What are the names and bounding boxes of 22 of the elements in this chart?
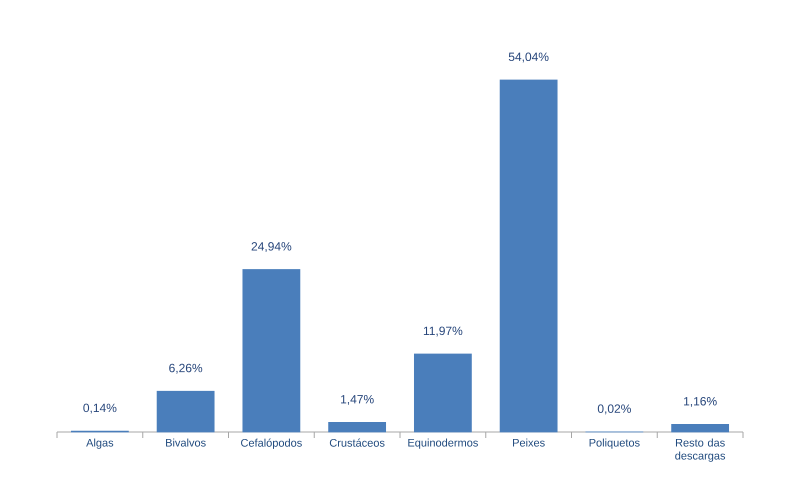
bar [414, 354, 472, 432]
x-tick-label: Peixes [513, 438, 545, 447]
x-tick-label: Cefalópodos [241, 438, 302, 449]
data-label: 1,16% [684, 397, 717, 407]
data-label: 1,47% [341, 395, 374, 405]
data-label: 6,26% [169, 364, 202, 374]
data-label: 0,14% [83, 404, 116, 414]
x-tick-label: Resto das descargas [675, 438, 726, 462]
x-tick-label: Crustáceos [330, 438, 385, 447]
bar [500, 80, 558, 432]
bar [156, 390, 215, 432]
bar [328, 422, 386, 432]
data-label: 0,02% [598, 404, 631, 414]
data-label: 24,94% [252, 242, 292, 252]
data-label: 11,97% [424, 326, 462, 336]
data-label: 54,04% [508, 52, 549, 62]
x-tick-label: Poliquetos [590, 438, 640, 449]
bar [242, 269, 300, 432]
x-tick-label: Equinodermos [408, 438, 478, 449]
bar [671, 424, 730, 432]
x-tick-label: Bivalvos [166, 438, 206, 447]
x-tick-label: Algas [86, 438, 114, 449]
